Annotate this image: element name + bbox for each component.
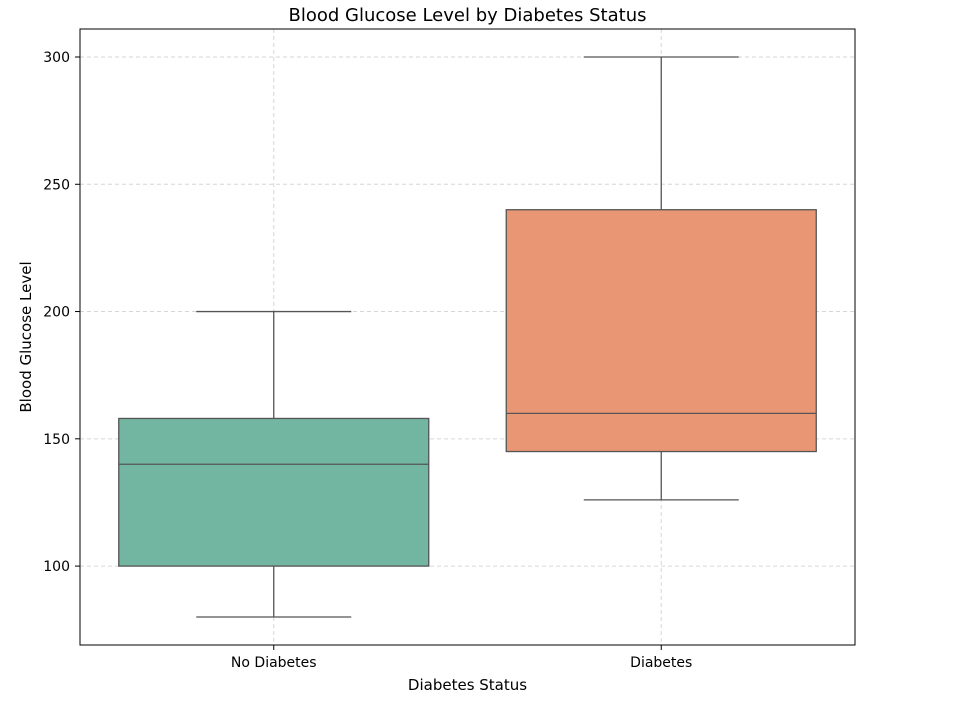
y-tick-label: 300 [43, 50, 70, 66]
y-tick-label: 150 [43, 432, 70, 448]
plot-frame [79, 28, 856, 646]
y-tick-label: 200 [43, 305, 70, 321]
box-group [505, 56, 817, 501]
y-tick-label: 250 [43, 177, 70, 193]
x-tick-label: No Diabetes [231, 655, 317, 671]
y-axis-label: Blood Glucose Level [17, 261, 35, 412]
axis-ticks: 100 150 200 250 300 No Diabetes Diabetes [43, 50, 692, 671]
iqr-box [118, 417, 430, 567]
boxes [118, 56, 817, 618]
iqr-box [505, 209, 817, 453]
chart-title: Blood Glucose Level by Diabetes Status [289, 5, 647, 26]
x-tick-label: Diabetes [630, 655, 692, 671]
x-axis-label: Diabetes Status [408, 676, 527, 694]
box-group [118, 310, 430, 618]
y-tick-label: 100 [43, 559, 70, 575]
